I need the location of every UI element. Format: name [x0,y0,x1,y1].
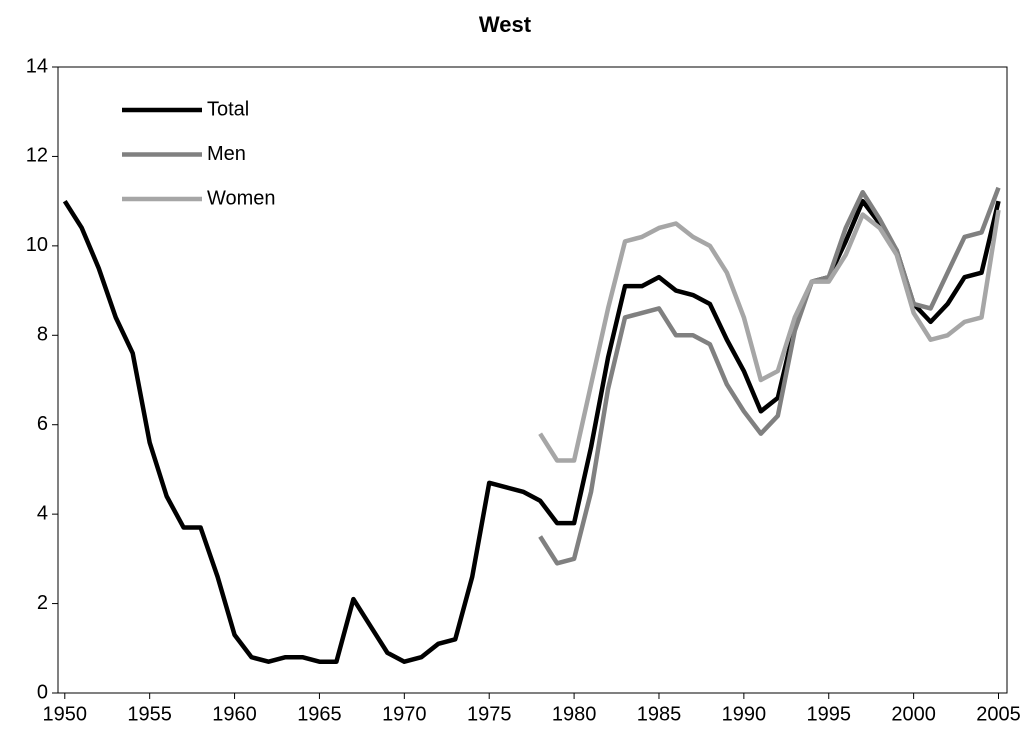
y-tick-label: 6 [37,413,48,435]
chart-title: West [479,12,532,37]
x-tick-label: 1985 [637,703,682,725]
x-tick-label: 1975 [467,703,512,725]
x-tick-label: 2005 [976,703,1021,725]
x-tick-label: 1955 [127,703,172,725]
x-tick-label: 1990 [722,703,767,725]
x-tick-label: 2000 [891,703,936,725]
x-tick-label: 1970 [382,703,427,725]
x-tick-label: 1995 [806,703,851,725]
y-tick-label: 12 [26,145,48,167]
y-tick-label: 4 [37,502,48,524]
series-line [62,198,1001,664]
y-tick-label: 8 [37,324,48,346]
y-tick-label: 0 [37,681,48,703]
x-tick-label: 1980 [552,703,597,725]
legend-label: Total [207,98,249,120]
series-line [538,186,1001,566]
y-tick-label: 14 [26,55,48,77]
plot-frame [57,66,1008,694]
legend-label: Women [207,187,276,209]
x-tick-label: 1960 [212,703,257,725]
y-tick-label: 10 [26,234,48,256]
series-line [538,209,1001,463]
x-tick-label: 1965 [297,703,342,725]
y-tick-label: 2 [37,592,48,614]
legend-label: Men [207,143,246,165]
x-tick-label: 1950 [43,703,88,725]
